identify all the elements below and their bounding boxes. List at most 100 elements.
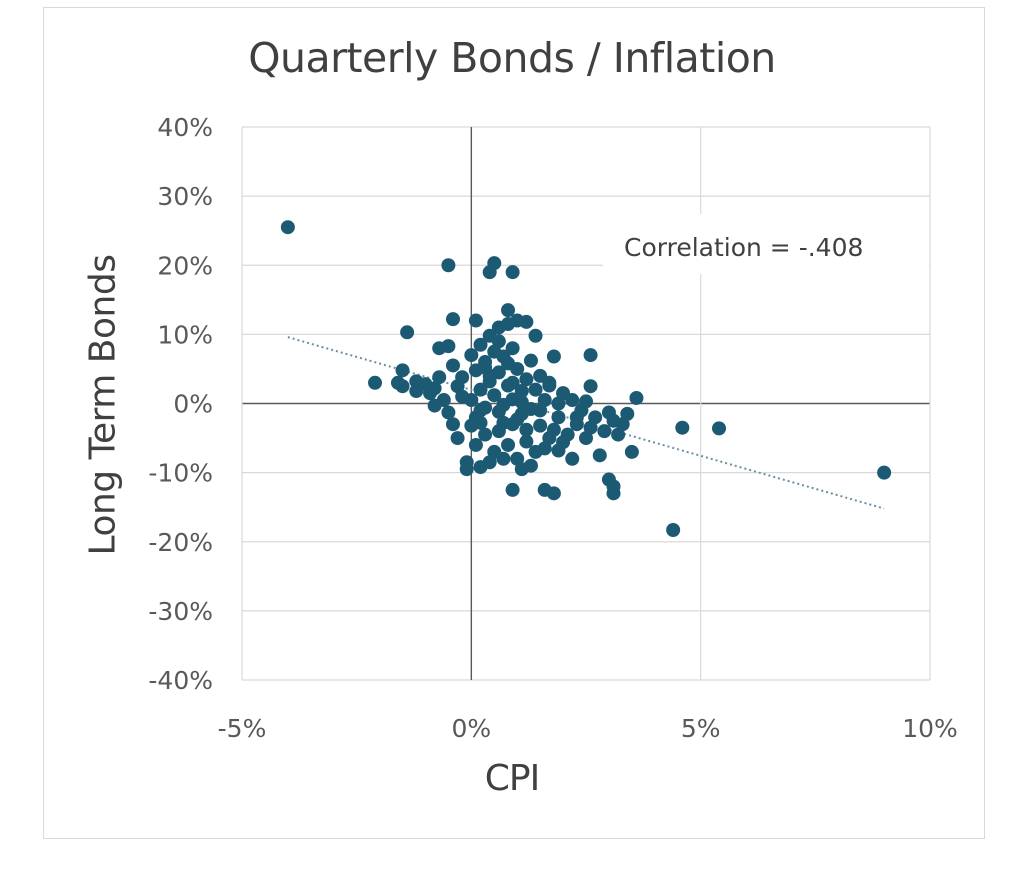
data-point: [450, 431, 465, 446]
data-point: [473, 337, 488, 352]
data-point: [624, 444, 639, 459]
y-tick-label: -40%: [148, 666, 213, 695]
data-point: [601, 405, 616, 420]
data-point: [565, 451, 580, 466]
data-point: [496, 451, 511, 466]
data-point: [473, 382, 488, 397]
data-point: [473, 415, 488, 430]
data-point: [519, 314, 534, 329]
data-point: [523, 353, 538, 368]
data-point: [675, 420, 690, 435]
x-tick-label: 0%: [451, 714, 491, 743]
x-tick-labels: -5% 0% 5% 10%: [218, 714, 958, 743]
data-point: [528, 328, 543, 343]
data-point: [445, 417, 460, 432]
data-point: [459, 462, 474, 477]
correlation-annotation: Correlation = -.408: [624, 233, 863, 262]
data-point: [482, 328, 497, 343]
data-point: [551, 396, 566, 411]
data-point: [583, 348, 598, 363]
y-tick-label: 0%: [173, 390, 213, 419]
data-point: [487, 388, 502, 403]
data-point: [606, 486, 621, 501]
data-point: [514, 384, 529, 399]
data-point: [583, 379, 598, 394]
data-point: [445, 312, 460, 327]
data-point: [455, 370, 470, 385]
data-point: [519, 422, 534, 437]
x-tick-label: -5%: [218, 714, 267, 743]
data-point: [629, 390, 644, 405]
data-point: [491, 424, 506, 439]
data-point: [510, 412, 525, 427]
chart-title: Quarterly Bonds / Inflation: [248, 34, 776, 82]
data-point: [877, 465, 892, 480]
data-point: [583, 420, 598, 435]
data-point: [546, 422, 561, 437]
y-tick-label: -20%: [148, 528, 213, 557]
data-point: [468, 313, 483, 328]
data-point: [533, 403, 548, 418]
data-point: [478, 427, 493, 442]
data-point: [597, 424, 612, 439]
data-point: [592, 448, 607, 463]
data-point: [395, 379, 410, 394]
y-tick-labels: 40% 30% 20% 10% 0% -10% -20% -30% -40%: [148, 113, 213, 695]
data-point: [546, 349, 561, 364]
data-point: [441, 405, 456, 420]
data-point: [441, 339, 456, 354]
data-point: [501, 437, 516, 452]
data-point: [400, 325, 415, 340]
annotation-background: [603, 214, 929, 274]
x-tick-label: 5%: [681, 714, 721, 743]
data-point: [478, 360, 493, 375]
data-point: [519, 372, 534, 387]
data-point: [368, 375, 383, 390]
data-point: [615, 417, 630, 432]
data-point: [569, 410, 584, 425]
y-tick-label: -30%: [148, 597, 213, 626]
data-point: [528, 382, 543, 397]
data-point: [551, 410, 566, 425]
data-point: [473, 403, 488, 418]
data-point: [491, 404, 506, 419]
data-point: [468, 437, 483, 452]
data-point: [464, 348, 479, 363]
data-point: [556, 435, 571, 450]
data-point: [441, 258, 456, 273]
data-point: [528, 444, 543, 459]
data-point: [445, 358, 460, 373]
data-point: [427, 381, 442, 396]
data-point: [546, 486, 561, 501]
data-point: [409, 384, 424, 399]
data-point: [501, 317, 516, 332]
y-tick-label: 10%: [157, 320, 213, 349]
data-point: [505, 341, 520, 356]
y-tick-label: 40%: [157, 113, 213, 142]
data-point: [464, 393, 479, 408]
x-axis-label: CPI: [484, 758, 540, 799]
data-point: [542, 375, 557, 390]
data-point: [505, 482, 520, 497]
data-point: [519, 434, 534, 449]
y-tick-label: 30%: [157, 182, 213, 211]
x-tick-label: 10%: [902, 714, 958, 743]
data-point: [427, 398, 442, 413]
y-tick-label: 20%: [157, 251, 213, 280]
data-point: [505, 375, 520, 390]
data-point: [712, 421, 727, 436]
data-point: [487, 256, 502, 271]
data-point: [514, 462, 529, 477]
data-point: [501, 356, 516, 371]
data-points: [280, 220, 892, 537]
data-point: [666, 522, 681, 537]
data-point: [505, 265, 520, 280]
data-point: [579, 394, 593, 409]
data-point: [514, 395, 529, 410]
y-tick-label: -10%: [148, 459, 213, 488]
data-point: [395, 363, 410, 378]
data-point: [501, 303, 516, 318]
gridlines: [241, 126, 931, 681]
data-point: [432, 370, 447, 385]
data-point: [533, 418, 548, 433]
